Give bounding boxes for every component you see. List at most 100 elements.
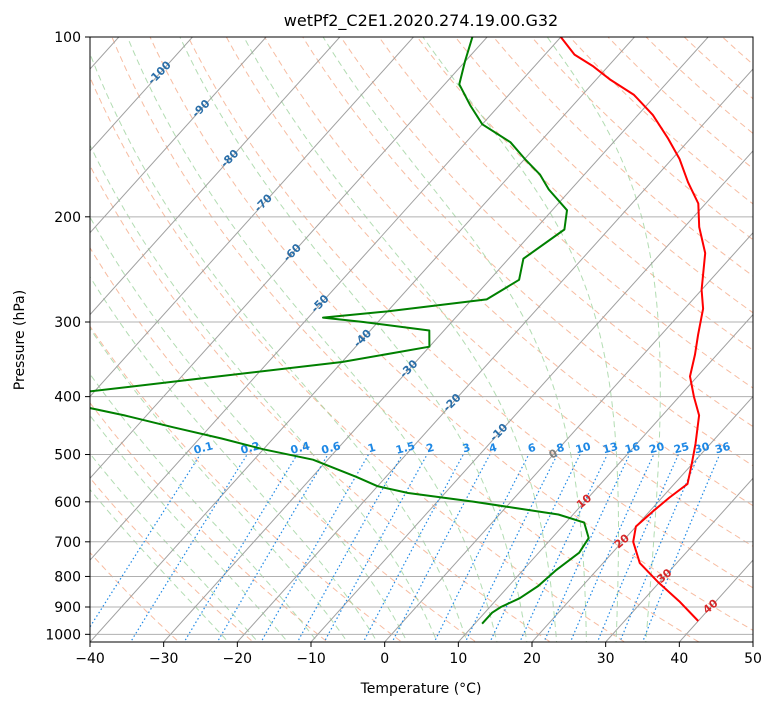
isotherm [90,37,562,561]
chart-title: wetPf2_C2E1.2020.274.19.00.G32 [284,11,558,31]
moist-adiabat [90,452,259,642]
x-tick-label: −10 [296,651,326,667]
pressure-gridlines [90,37,753,635]
moist-adiabat [179,37,528,642]
x-tick-label: 10 [449,651,467,667]
isotherm [604,477,753,642]
moist-adiabat [126,37,498,642]
x-tick-label: −30 [149,651,179,667]
y-tick-label: 100 [54,30,81,46]
x-tick-label: 20 [523,651,541,667]
y-tick-label: 800 [54,569,81,585]
mixing-ratio-label: 25 [672,440,690,457]
x-tick-label: 30 [597,651,615,667]
moist-adiabat [243,37,558,642]
y-tick-label: 200 [54,210,81,226]
x-tick-label: 40 [670,651,688,667]
isotherm [90,37,341,316]
moist-adiabat [90,144,438,642]
y-tick-label: 300 [54,315,81,331]
isotherm [310,150,753,642]
dry-adiabat [90,164,552,642]
mixing-ratio-label: 1.5 [394,439,416,457]
mixing-ratio-label: 10 [574,440,592,457]
mixing-ratio-label: 20 [648,440,666,457]
mixing-ratio-line [489,454,581,642]
moist-adiabat [546,37,661,642]
isotherm [236,68,753,642]
mixing-ratio-label: 0.4 [289,439,312,457]
dewpoint-profile [90,37,590,625]
y-tick-label: 700 [54,535,81,551]
dry-adiabat [90,477,254,642]
moist-adiabat [90,373,319,642]
mixing-ratio-line [596,454,679,642]
dry-adiabat [340,37,753,428]
y-axis: 1000 900 800 700 600 500 400 300 200 100 [45,30,90,643]
mixing-ratio-line [391,454,491,642]
dry-adiabat [111,37,700,642]
dry-adiabat [90,76,626,642]
mixing-ratio-label: 36 [714,440,732,457]
profiles [90,37,707,625]
mixing-ratio-label: 8 [555,441,566,456]
x-axis-label: Temperature (°C) [360,681,482,697]
mixing-ratio-line [619,454,700,642]
mixing-ratio-line [641,454,721,642]
isotherms [90,37,753,642]
dry-adiabat [90,246,477,642]
dry-adiabat [454,37,753,314]
isotherm [531,395,753,642]
mixing-ratio-line [183,454,298,642]
dry-adiabat [149,37,753,631]
isotherm [383,231,753,642]
mixing-ratio-label: 0.6 [320,439,343,457]
x-tick-label: 50 [744,651,762,667]
mixing-ratio-lines [90,454,721,642]
isotherm [90,37,267,234]
dry-adiabat [378,37,753,389]
y-axis-label: Pressure (hPa) [12,290,28,390]
mixing-ratio-label: 2 [425,441,436,456]
isotherm [90,37,488,480]
mixing-ratio-label: 16 [623,440,641,457]
x-tick-label: −40 [75,651,105,667]
isotherm [90,37,415,398]
temperature-profile [560,37,707,622]
y-tick-label: 1000 [45,627,81,643]
mixing-ratio-line [90,454,201,629]
x-axis: −40 −30 −20 −10 0 10 20 30 40 50 [75,642,762,667]
mixing-ratio-label: 1 [366,441,377,456]
dry-adiabat [90,551,180,642]
moist-adiabat [90,414,289,642]
mixing-ratio-line [323,454,428,642]
moist-adiabat [322,37,587,642]
y-tick-label: 900 [54,600,81,616]
mixing-ratio-label: 13 [601,440,619,457]
moist-adiabat [90,275,378,642]
isotherm [90,37,636,642]
y-tick-label: 400 [54,390,81,406]
moist-adiabat [90,52,468,642]
isotherm [457,313,753,642]
plot-frame [89,36,754,643]
x-tick-label: 0 [380,651,389,667]
mixing-ratio-label: 3 [461,441,472,456]
mixing-ratio-label: 0.1 [192,439,214,457]
dry-adiabat [416,37,753,351]
mixing-ratio-line [129,454,248,642]
plot-area: 0.1 0.2 0.4 0.6 1 1.5 2 3 4 6 8 10 13 16 20 25 30 36-100-… [90,37,753,642]
moist-adiabat [422,37,619,642]
y-tick-label: 600 [54,495,81,511]
mixing-ratio-line [464,454,558,642]
mixing-ratio-line [362,454,464,642]
mixing-ratio-label: 30 [693,440,711,457]
dry-adiabat [90,402,329,642]
isotherm [90,37,194,152]
isotherm [162,37,709,642]
moist-adiabat [90,488,229,642]
moist-adiabat [90,327,348,642]
mixing-ratio-label: 4 [488,441,499,456]
mixing-ratio-line [216,454,329,642]
